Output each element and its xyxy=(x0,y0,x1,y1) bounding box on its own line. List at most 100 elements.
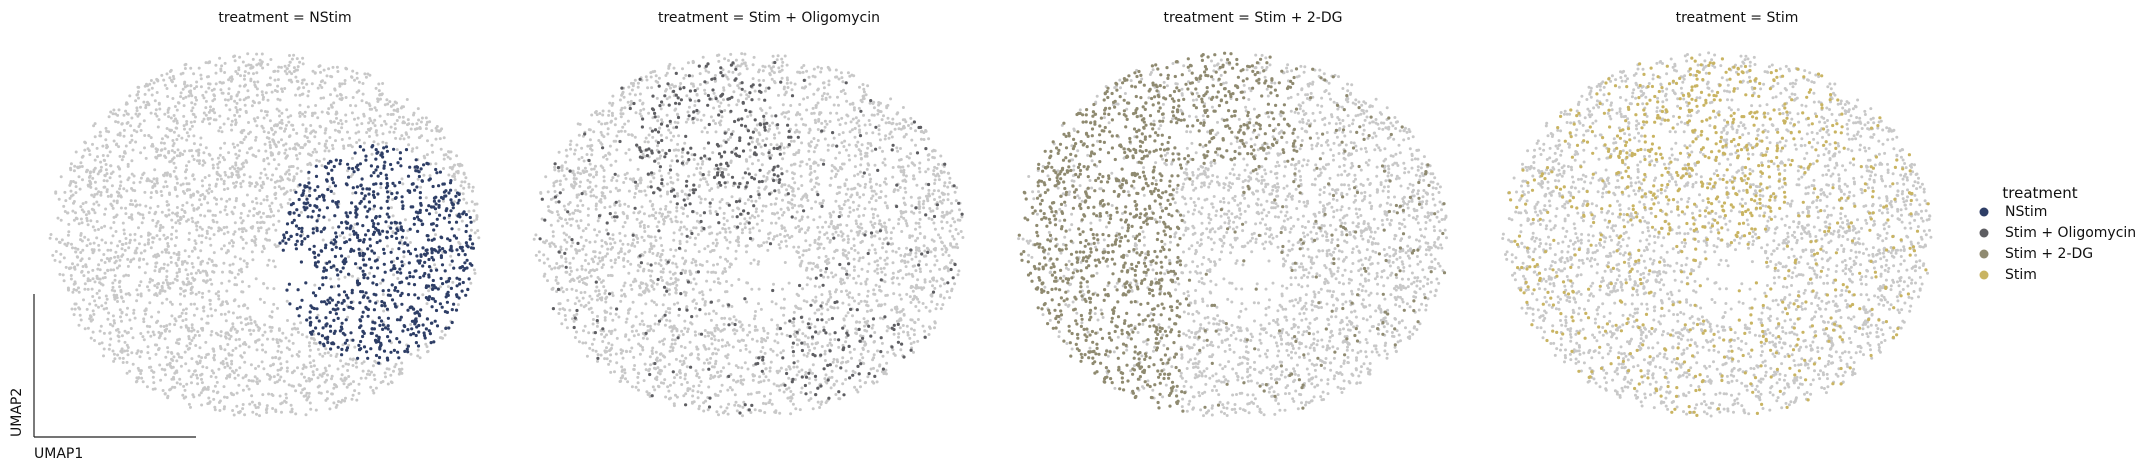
background-point xyxy=(162,173,165,177)
background-point xyxy=(303,110,307,114)
background-point xyxy=(287,339,291,343)
background-point xyxy=(475,202,479,206)
background-point xyxy=(124,273,128,277)
background-point xyxy=(92,312,96,316)
background-point xyxy=(234,199,238,203)
background-point xyxy=(207,289,211,293)
background-point xyxy=(112,215,116,219)
background-point xyxy=(783,261,787,264)
background-point xyxy=(344,362,348,366)
background-point xyxy=(641,152,645,156)
background-point xyxy=(81,265,85,268)
background-point xyxy=(223,405,226,409)
highlight-point xyxy=(317,194,321,199)
background-point xyxy=(626,311,630,315)
background-point xyxy=(94,303,98,307)
background-point xyxy=(195,190,199,194)
background-point xyxy=(242,84,246,88)
background-point xyxy=(398,137,402,141)
background-point xyxy=(451,280,455,284)
background-point xyxy=(227,78,231,82)
highlight-point xyxy=(368,207,372,211)
highlight-point xyxy=(432,237,436,241)
background-point xyxy=(107,257,111,261)
background-point xyxy=(827,83,831,87)
background-point xyxy=(265,411,269,414)
background-point xyxy=(204,113,208,117)
highlight-point xyxy=(377,316,381,320)
background-point xyxy=(181,190,185,193)
background-point xyxy=(339,377,343,381)
background-point xyxy=(631,84,635,88)
background-point xyxy=(173,385,177,389)
highlight-point xyxy=(418,275,422,280)
background-point xyxy=(119,180,123,184)
background-point xyxy=(98,342,101,346)
background-point xyxy=(377,256,381,259)
background-point xyxy=(569,139,573,143)
background-point xyxy=(298,152,302,155)
background-point xyxy=(434,211,438,215)
background-point xyxy=(144,106,148,110)
background-point xyxy=(274,167,278,171)
highlight-point xyxy=(434,249,438,253)
background-point xyxy=(389,380,393,384)
background-point xyxy=(174,84,178,88)
background-point xyxy=(594,164,597,168)
highlight-point xyxy=(458,282,462,286)
background-point xyxy=(172,355,176,359)
background-point xyxy=(97,296,101,300)
background-point xyxy=(54,191,58,195)
highlight-point xyxy=(285,222,290,226)
background-point xyxy=(306,139,310,143)
background-point xyxy=(837,133,841,136)
background-point xyxy=(152,333,156,337)
background-point xyxy=(253,320,257,324)
background-point xyxy=(62,279,66,283)
background-point xyxy=(232,55,236,59)
highlight-point xyxy=(376,165,380,169)
background-point xyxy=(235,197,238,200)
background-point xyxy=(711,151,715,155)
highlight-point xyxy=(367,192,371,196)
background-point xyxy=(123,340,127,344)
background-point xyxy=(348,357,352,361)
background-point xyxy=(135,93,139,97)
background-point xyxy=(93,299,97,303)
background-point xyxy=(148,356,152,360)
background-point xyxy=(722,327,726,331)
background-point xyxy=(208,61,211,64)
highlight-point xyxy=(382,247,386,251)
background-point xyxy=(361,92,365,96)
background-point xyxy=(614,352,618,356)
highlight-point xyxy=(375,258,379,262)
background-point xyxy=(72,288,76,291)
background-point xyxy=(249,332,253,336)
highlight-point xyxy=(287,282,291,286)
highlight-point xyxy=(414,333,418,338)
highlight-point xyxy=(378,239,382,243)
background-point xyxy=(368,373,372,377)
highlight-point xyxy=(336,307,340,311)
background-point xyxy=(126,264,130,268)
highlight-point xyxy=(415,165,419,169)
background-point xyxy=(932,172,935,176)
background-point xyxy=(241,290,245,294)
background-point xyxy=(163,368,167,372)
background-point xyxy=(178,377,182,381)
background-point xyxy=(273,381,277,385)
background-point xyxy=(61,273,65,277)
background-point xyxy=(805,283,809,287)
highlight-point xyxy=(347,272,351,276)
background-point xyxy=(225,213,229,216)
background-point xyxy=(371,389,375,392)
background-point xyxy=(148,301,152,305)
highlight-point xyxy=(440,263,445,267)
background-point xyxy=(155,91,159,94)
background-point xyxy=(379,281,383,285)
background-point xyxy=(546,279,549,283)
background-point xyxy=(231,311,235,315)
background-point xyxy=(764,204,768,208)
background-point xyxy=(182,289,186,293)
background-point xyxy=(259,226,263,230)
